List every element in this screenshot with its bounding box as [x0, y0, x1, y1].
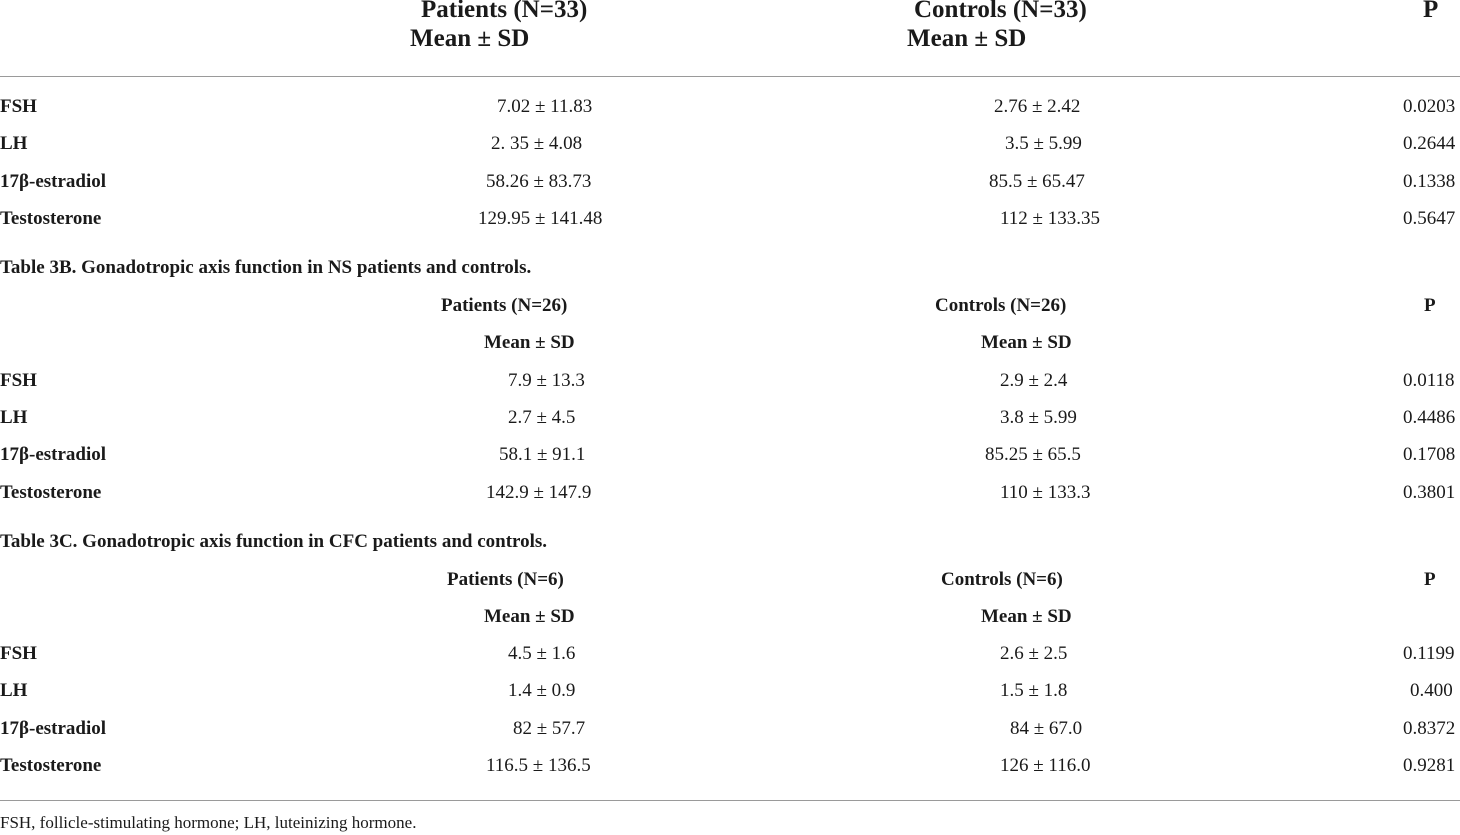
table-c-row-controls: 126 ± 116.0	[1000, 755, 1091, 776]
table-a-row-label: Testosterone	[0, 208, 102, 229]
table-a-row-p: 0.1338	[1403, 171, 1456, 192]
table-c-patients-header: Patients (N=6)	[447, 569, 564, 590]
table-c-row-label: 17β-estradiol	[0, 718, 107, 739]
table-a-row-label: 17β-estradiol	[0, 171, 107, 192]
table-b-row-p: 0.3801	[1403, 482, 1456, 503]
table-c-row-label: LH	[0, 680, 28, 701]
table-b-row-patients: 58.1 ± 91.1	[499, 444, 586, 465]
table-c-controls-header: Controls (N=6)	[941, 569, 1063, 590]
table-c-row-patients: 116.5 ± 136.5	[486, 755, 591, 776]
table-b-row-controls: 85.25 ± 65.5	[985, 444, 1081, 465]
table-b-row-controls: 3.8 ± 5.99	[1000, 407, 1077, 428]
table-b-row-controls: 110 ± 133.3	[1000, 482, 1091, 503]
table-c-row-controls: 1.5 ± 1.8	[1000, 680, 1068, 701]
table-b-row-p: 0.4486	[1403, 407, 1456, 428]
table-a-controls-header: Controls (N=33)	[914, 0, 1087, 23]
table-c-row-label: Testosterone	[0, 755, 102, 776]
table-c-p-header: P	[1424, 569, 1436, 590]
table-a-patients-stat-header: Mean ± SD	[410, 25, 530, 52]
table-b-row-patients: 2.7 ± 4.5	[508, 407, 576, 428]
table-c-row-p: 0.9281	[1403, 755, 1456, 776]
table-a-row-controls: 2.76 ± 2.42	[994, 96, 1081, 117]
table-b-row-label: 17β-estradiol	[0, 444, 107, 465]
table-b-row-p: 0.1708	[1403, 444, 1456, 465]
table-footnote: FSH, follicle-stimulating hormone; LH, l…	[0, 813, 417, 832]
table-b-caption: Table 3B. Gonadotropic axis function in …	[0, 257, 532, 278]
table-c-row-patients: 82 ± 57.7	[513, 718, 586, 739]
table-a-row-controls: 3.5 ± 5.99	[1005, 133, 1082, 154]
table-b-patients-stat-header: Mean ± SD	[484, 332, 575, 353]
table-a-row-p: 0.2644	[1403, 133, 1456, 154]
table-a-controls-stat-header: Mean ± SD	[907, 25, 1027, 52]
table-c-row-patients: 4.5 ± 1.6	[508, 643, 576, 664]
table-b-patients-header: Patients (N=26)	[441, 295, 568, 316]
table-c-row-label: FSH	[0, 643, 37, 664]
table-b-row-patients: 142.9 ± 147.9	[486, 482, 592, 503]
table-b-row-label: Testosterone	[0, 482, 102, 503]
table-c-row-patients: 1.4 ± 0.9	[508, 680, 576, 701]
table-c-row-controls: 84 ± 67.0	[1010, 718, 1083, 739]
table-footer-rule	[0, 800, 1460, 801]
table-a-row-controls: 85.5 ± 65.47	[989, 171, 1085, 192]
table-b-row-patients: 7.9 ± 13.3	[508, 370, 585, 391]
table-a-patients-header: Patients (N=33)	[421, 0, 588, 23]
table-c-row-p: 0.1199	[1403, 643, 1455, 664]
table-c-row-p: 0.8372	[1403, 718, 1456, 739]
table-c-controls-stat-header: Mean ± SD	[981, 606, 1072, 627]
table-a-row-patients: 129.95 ± 141.48	[478, 208, 603, 229]
table-c-row-controls: 2.6 ± 2.5	[1000, 643, 1068, 664]
table-b-row-label: FSH	[0, 370, 37, 391]
table-a-p-header: P	[1423, 0, 1439, 23]
table-a-row-label: LH	[0, 133, 28, 154]
table-a-row-patients: 58.26 ± 83.73	[486, 171, 592, 192]
table-b-controls-header: Controls (N=26)	[935, 295, 1067, 316]
table-a-row-controls: 112 ± 133.35	[1000, 208, 1100, 229]
table-a-row-p: 0.0203	[1403, 96, 1456, 117]
table-b-row-label: LH	[0, 407, 28, 428]
table-b-row-controls: 2.9 ± 2.4	[1000, 370, 1068, 391]
table-b-controls-stat-header: Mean ± SD	[981, 332, 1072, 353]
table-c-caption: Table 3C. Gonadotropic axis function in …	[0, 531, 548, 552]
table-a-row-patients: 2. 35 ± 4.08	[491, 133, 583, 154]
table-b-p-header: P	[1424, 295, 1436, 316]
table-a-row-p: 0.5647	[1403, 208, 1456, 229]
table-b-row-p: 0.0118	[1403, 370, 1455, 391]
table-a-row-label: FSH	[0, 96, 37, 117]
table-c-row-p: 0.400	[1410, 680, 1453, 701]
table-a-row-patients: 7.02 ± 11.83	[497, 96, 593, 117]
table-c-patients-stat-header: Mean ± SD	[484, 606, 575, 627]
table-a-header-rule	[0, 76, 1460, 77]
